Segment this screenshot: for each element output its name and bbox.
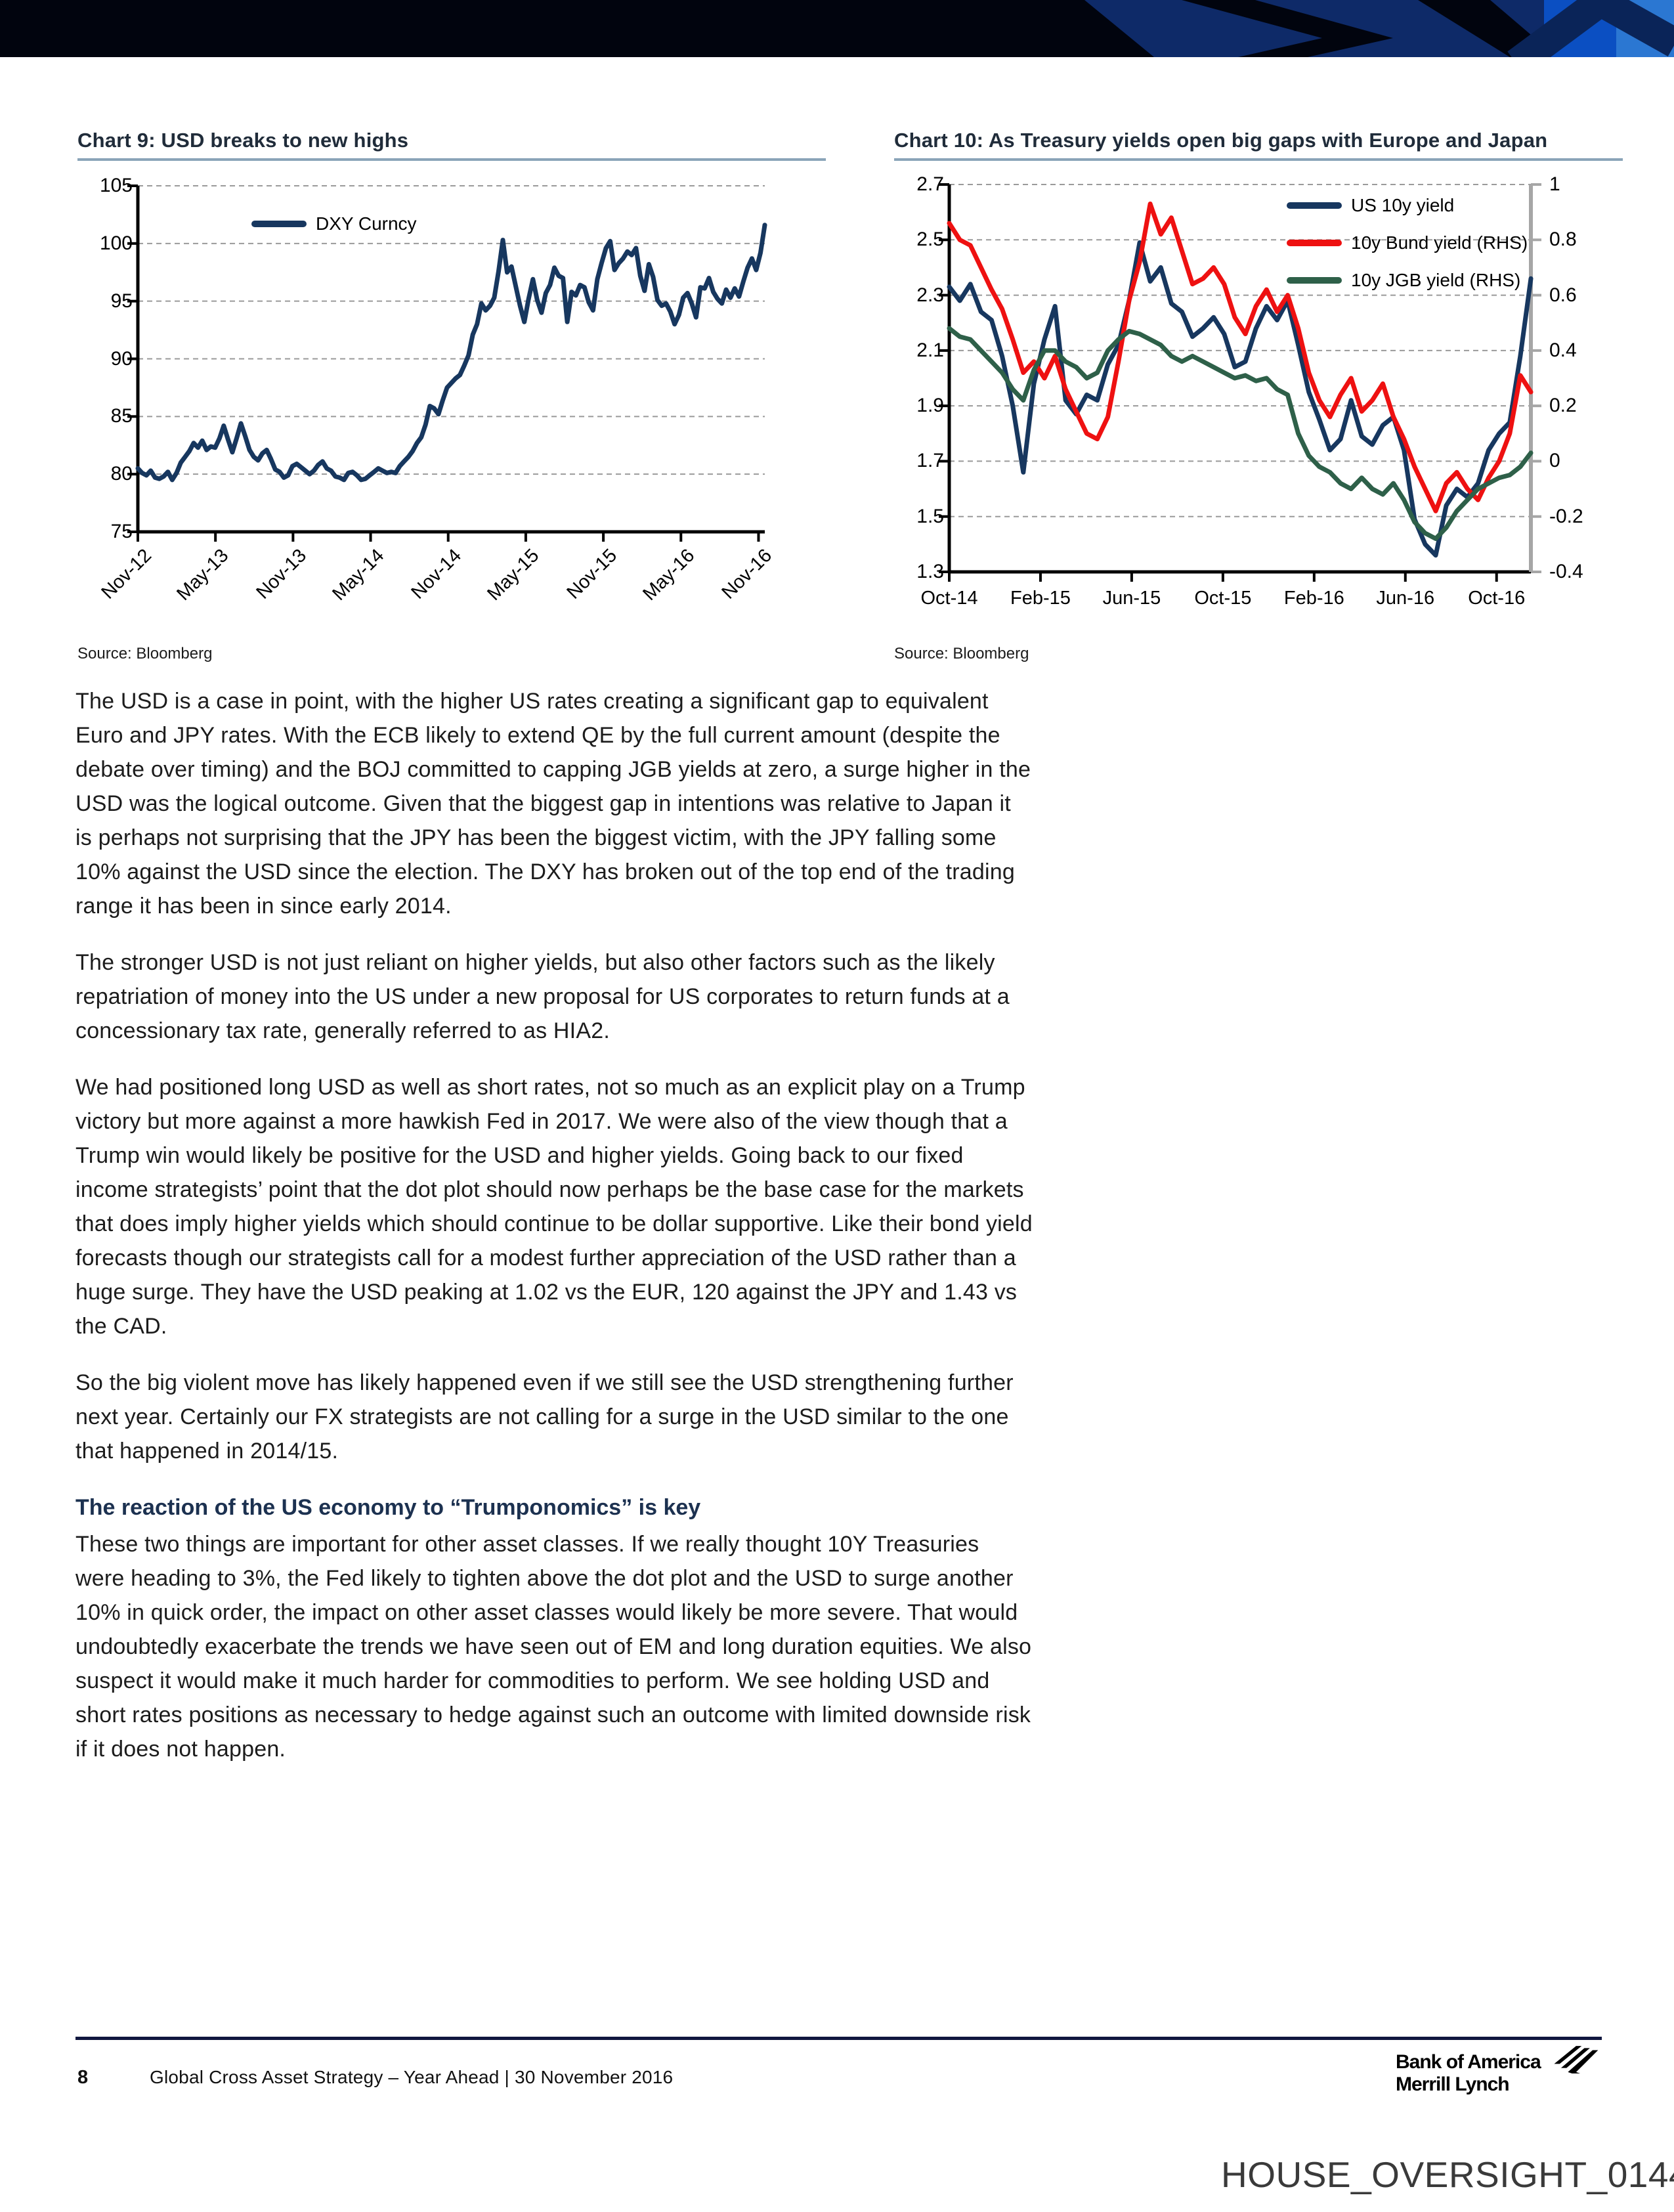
paragraph: So the big violent move has likely happe… — [75, 1370, 1014, 1464]
y-axis-right-tick-label: 0 — [1549, 450, 1560, 472]
y-axis-tick-label: 90 — [110, 347, 133, 370]
chart10-plot-area: 2.7 2.5 2.3 2.1 1.9 1.7 1.5 1.3 1 0.8 0.6 0.4 0.2 0 -0… — [894, 161, 1623, 643]
legend-item: US 10y yield — [1287, 195, 1454, 216]
body-text-column: The USD is a case in point, with the hig… — [75, 684, 1033, 1789]
footer-report-title: Global Cross Asset Strategy – Year Ahead… — [150, 2067, 674, 2087]
legend-label: 10y Bund yield (RHS) — [1351, 232, 1528, 253]
chart9-source: Source: Bloomberg — [77, 645, 213, 662]
bofa-ml-logo: Bank of America Merrill Lynch — [1396, 2046, 1606, 2096]
legend-line-swatch — [1287, 202, 1342, 209]
x-axis-tick-label: Nov-15 — [562, 545, 621, 603]
x-axis-tick-label: Feb-16 — [1283, 588, 1344, 609]
x-axis-tick-label: May-14 — [328, 545, 389, 605]
banner-black-diagonal — [1418, 0, 1544, 57]
legend-line-swatch — [251, 221, 307, 227]
logo-line-1: Bank of America — [1396, 2051, 1541, 2073]
y-axis-right-tick-label: 0.4 — [1549, 339, 1577, 361]
paragraph: These two things are important for other… — [75, 1532, 1032, 1762]
x-axis-tick-label: Nov-16 — [718, 545, 777, 603]
x-axis-tick-label: May-16 — [638, 545, 698, 605]
paragraph: We had positioned long USD as well as sh… — [75, 1075, 1033, 1339]
y-axis-tick-label: 100 — [99, 232, 133, 254]
legend-label: DXY Curncy — [316, 213, 417, 234]
y-axis-tick-label: 1.5 — [916, 505, 944, 527]
x-axis-tick-label: May-13 — [173, 545, 233, 605]
watermark-text: HOUSE_OVERSIGHT_014439 — [1221, 2154, 1674, 2195]
section-heading: The reaction of the US economy to “Trump… — [75, 1495, 701, 1520]
y-axis-tick-label: 85 — [110, 405, 133, 427]
y-axis-right-tick-label: 1 — [1549, 173, 1560, 195]
series-line-10y-jgb-yield-(rhs) — [947, 326, 1534, 541]
series-line-10y-bund-yield-(rhs) — [947, 202, 1534, 513]
x-axis-tick-label: Feb-15 — [1010, 588, 1071, 609]
chart9-figure: Chart 9: USD breaks to new highs 105 100 9… — [77, 129, 826, 663]
y-axis-tick-label: 1.9 — [916, 395, 944, 417]
y-axis-tick-label: 1.7 — [916, 450, 944, 472]
x-axis-tick-label: Jun-15 — [1102, 588, 1161, 609]
chart10-source: Source: Bloomberg — [894, 645, 1029, 662]
y-axis-right-tick-label: 0.2 — [1549, 395, 1577, 417]
x-axis-tick-label: Oct-15 — [1194, 588, 1252, 609]
y-axis-right-tick-label: 0.8 — [1549, 228, 1577, 251]
paragraph: The stronger USD is not just reliant on … — [75, 950, 1010, 1043]
y-axis-tick-label: 95 — [110, 290, 133, 312]
banner-black-chevron — [1182, 0, 1393, 57]
chart9-title: Chart 9: USD breaks to new highs — [77, 129, 826, 161]
legend-line-swatch — [1287, 277, 1342, 284]
series-line-dxy-curncy — [135, 223, 767, 483]
legend-item: 10y Bund yield (RHS) — [1287, 232, 1528, 253]
footer-rule — [75, 2037, 1602, 2040]
y-axis-right-tick-label: 0.6 — [1549, 284, 1577, 306]
x-axis-tick-label: Nov-13 — [252, 545, 311, 603]
y-axis-tick-label: 2.3 — [916, 284, 944, 306]
y-axis-right-tick-label: -0.4 — [1549, 561, 1583, 582]
y-axis-tick-label: 2.1 — [916, 339, 944, 361]
chart10-title: Chart 10: As Treasury yields open big ga… — [894, 129, 1623, 161]
bofa-flag-icon — [1554, 2046, 1599, 2073]
logo-line-2: Merrill Lynch — [1396, 2073, 1510, 2095]
legend-item: DXY Curncy — [251, 213, 417, 234]
x-axis-tick-label: May-15 — [483, 545, 544, 605]
legend-label: 10y JGB yield (RHS) — [1351, 270, 1521, 290]
x-axis-tick-label: Jun-16 — [1376, 588, 1435, 609]
y-axis-tick-label: 75 — [110, 521, 133, 542]
legend-label: US 10y yield — [1351, 195, 1455, 215]
x-axis-tick-label: Oct-16 — [1468, 588, 1526, 609]
chart10-figure: Chart 10: As Treasury yields open big ga… — [894, 129, 1623, 663]
y-axis-tick-label: 80 — [110, 463, 133, 485]
banner-navy-caret — [1507, 0, 1674, 57]
legend-line-swatch — [1287, 240, 1342, 246]
chart9-plot-area: 105 100 95 90 85 80 75 Nov-12 May-13 Nov-13 May-14… — [77, 161, 826, 643]
page-number: 8 — [77, 2067, 89, 2088]
x-axis-tick-label: Nov-14 — [407, 545, 466, 603]
y-axis-tick-label: 2.5 — [916, 228, 944, 251]
y-axis-tick-label: 1.3 — [916, 561, 944, 582]
series-line-us-10y-yield — [947, 240, 1534, 558]
chart-plot-svg — [939, 183, 1541, 582]
x-axis-tick-label: Nov-12 — [97, 545, 156, 603]
y-axis-right-tick-label: -0.2 — [1549, 505, 1583, 527]
y-axis-tick-label: 2.7 — [916, 173, 944, 195]
x-axis-tick-label: Oct-14 — [920, 588, 978, 609]
top-banner-graphic — [0, 0, 1674, 57]
chart-plot-svg — [127, 184, 767, 542]
paragraph: The USD is a case in point, with the hig… — [75, 689, 1031, 919]
y-axis-tick-label: 105 — [99, 175, 133, 196]
legend-item: 10y JGB yield (RHS) — [1287, 270, 1520, 291]
